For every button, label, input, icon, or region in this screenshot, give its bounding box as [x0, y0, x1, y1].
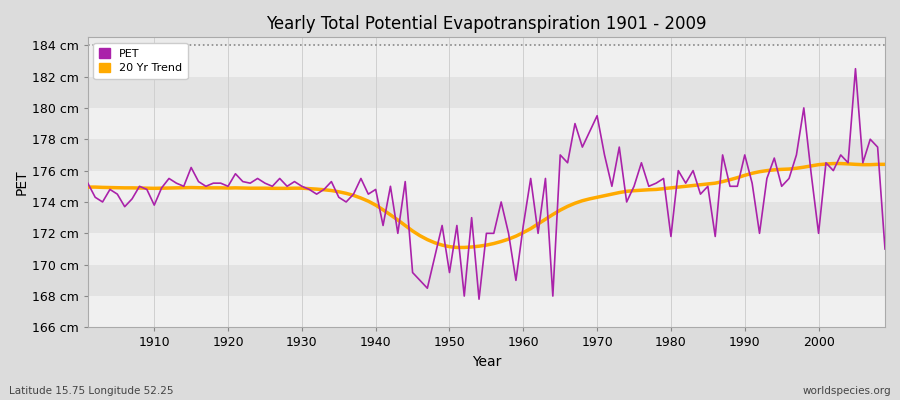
20 Yr Trend [83, 185, 94, 190]
20 Yr Trend [518, 230, 528, 235]
20 Yr Trend [141, 186, 152, 190]
Legend: PET, 20 Yr Trend: PET, 20 Yr Trend [94, 43, 187, 79]
PET [614, 145, 625, 150]
Y-axis label: PET: PET [15, 170, 29, 195]
PET [879, 247, 890, 252]
PET [304, 187, 315, 192]
Bar [88, 265, 885, 296]
Bar [88, 108, 885, 139]
PET [526, 176, 536, 181]
Bar [88, 233, 885, 265]
20 Yr Trend [879, 162, 890, 167]
Bar [88, 296, 885, 328]
Text: Latitude 15.75 Longitude 52.25: Latitude 15.75 Longitude 52.25 [9, 386, 174, 396]
PET [518, 223, 528, 228]
Bar [88, 76, 885, 108]
20 Yr Trend [452, 245, 463, 250]
Line: PET: PET [88, 69, 885, 299]
X-axis label: Year: Year [472, 355, 501, 369]
Bar [88, 139, 885, 171]
Text: worldspecies.org: worldspecies.org [803, 386, 891, 396]
20 Yr Trend [526, 226, 536, 231]
PET [141, 187, 152, 192]
Bar [88, 45, 885, 76]
20 Yr Trend [348, 193, 359, 198]
PET [348, 192, 359, 196]
PET [83, 181, 94, 186]
Title: Yearly Total Potential Evapotranspiration 1901 - 2009: Yearly Total Potential Evapotranspiratio… [266, 15, 706, 33]
Line: 20 Yr Trend: 20 Yr Trend [88, 164, 885, 248]
20 Yr Trend [614, 190, 625, 195]
20 Yr Trend [828, 161, 839, 166]
PET [473, 297, 484, 302]
Bar [88, 202, 885, 233]
PET [850, 66, 861, 71]
Bar [88, 171, 885, 202]
20 Yr Trend [304, 186, 315, 191]
